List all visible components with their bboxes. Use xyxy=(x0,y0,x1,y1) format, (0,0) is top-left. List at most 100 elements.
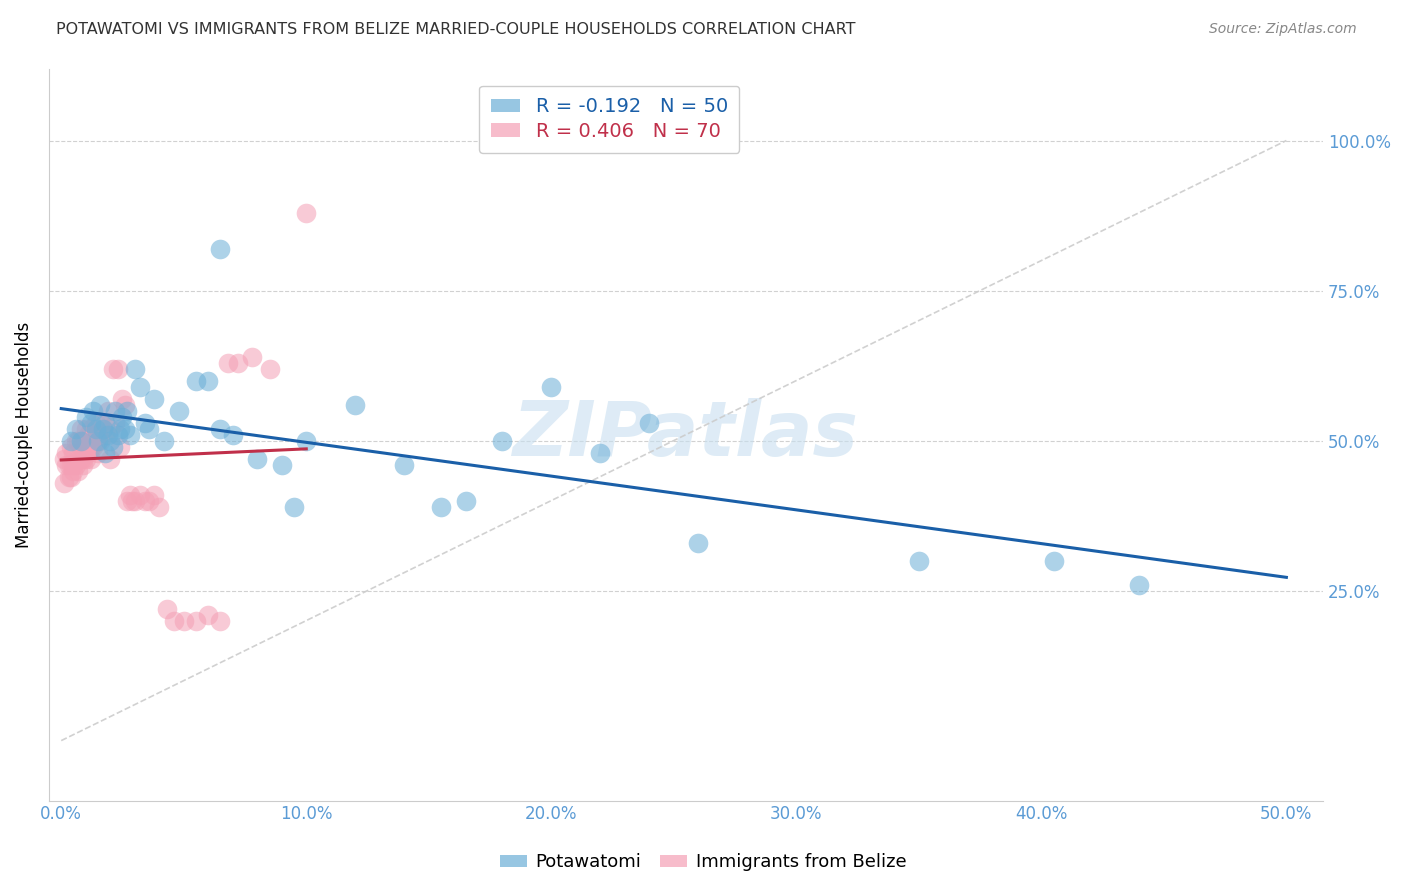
Point xyxy=(75,451,97,466)
Point xyxy=(82,427,104,442)
Point xyxy=(121,493,143,508)
Point xyxy=(89,416,111,430)
Point xyxy=(295,434,318,448)
Point xyxy=(91,421,114,435)
Point xyxy=(148,500,170,514)
Legend: Potawatomi, Immigrants from Belize: Potawatomi, Immigrants from Belize xyxy=(492,847,914,879)
Point xyxy=(138,421,160,435)
Point xyxy=(65,458,87,472)
Point xyxy=(72,434,94,448)
Point xyxy=(77,445,100,459)
Point xyxy=(209,421,232,435)
Point xyxy=(94,445,117,459)
Text: Source: ZipAtlas.com: Source: ZipAtlas.com xyxy=(1209,22,1357,37)
Point xyxy=(77,427,100,442)
Point xyxy=(60,434,83,448)
Point xyxy=(394,458,416,472)
Point xyxy=(101,440,124,454)
Point xyxy=(94,427,117,442)
Point xyxy=(226,355,249,369)
Point xyxy=(91,421,114,435)
Point xyxy=(134,416,156,430)
Point xyxy=(114,421,136,435)
Point xyxy=(128,379,150,393)
Point xyxy=(98,451,121,466)
Point xyxy=(217,355,239,369)
Point xyxy=(52,475,75,490)
Point xyxy=(124,493,146,508)
Point xyxy=(688,535,710,549)
Point xyxy=(138,493,160,508)
Point xyxy=(58,458,80,472)
Point xyxy=(1128,577,1150,591)
Point xyxy=(72,451,94,466)
Point xyxy=(184,614,207,628)
Point xyxy=(69,440,91,454)
Point xyxy=(1042,553,1064,567)
Point xyxy=(98,434,121,448)
Point xyxy=(79,440,101,454)
Point xyxy=(209,242,232,256)
Point xyxy=(153,434,176,448)
Point xyxy=(107,361,129,376)
Point xyxy=(270,458,292,472)
Text: ZIPatlas: ZIPatlas xyxy=(513,398,859,472)
Point xyxy=(638,416,661,430)
Point xyxy=(75,434,97,448)
Point xyxy=(55,458,77,472)
Point xyxy=(118,487,141,501)
Point xyxy=(167,403,190,417)
Point xyxy=(163,614,186,628)
Point xyxy=(101,361,124,376)
Point xyxy=(69,421,91,435)
Point xyxy=(94,416,117,430)
Point xyxy=(259,361,281,376)
Point xyxy=(60,458,83,472)
Point xyxy=(82,403,104,417)
Point xyxy=(155,601,177,615)
Point xyxy=(82,440,104,454)
Point xyxy=(72,458,94,472)
Point xyxy=(79,451,101,466)
Point xyxy=(246,451,269,466)
Point xyxy=(62,464,84,478)
Point xyxy=(295,205,318,219)
Point xyxy=(143,487,166,501)
Point xyxy=(97,403,120,417)
Point xyxy=(454,493,477,508)
Point xyxy=(84,434,107,448)
Point xyxy=(69,451,91,466)
Point xyxy=(540,379,562,393)
Point xyxy=(222,427,245,442)
Point xyxy=(84,416,107,430)
Point xyxy=(87,445,110,459)
Point xyxy=(89,434,111,448)
Point xyxy=(114,398,136,412)
Point xyxy=(128,487,150,501)
Point xyxy=(87,427,110,442)
Point xyxy=(173,614,195,628)
Legend: R = -0.192   N = 50, R = 0.406   N = 70: R = -0.192 N = 50, R = 0.406 N = 70 xyxy=(479,86,740,153)
Point xyxy=(104,403,127,417)
Point xyxy=(79,421,101,435)
Point xyxy=(491,434,513,448)
Point xyxy=(117,403,139,417)
Point xyxy=(430,500,453,514)
Point xyxy=(108,440,131,454)
Point xyxy=(97,427,120,442)
Point xyxy=(52,451,75,466)
Point xyxy=(98,421,121,435)
Point xyxy=(62,458,84,472)
Point xyxy=(124,361,146,376)
Point xyxy=(67,464,90,478)
Point xyxy=(60,440,83,454)
Point xyxy=(197,607,219,622)
Point xyxy=(108,421,131,435)
Point xyxy=(908,553,931,567)
Point xyxy=(60,469,83,483)
Point xyxy=(197,374,219,388)
Point xyxy=(107,427,129,442)
Point xyxy=(89,398,111,412)
Point xyxy=(69,434,91,448)
Point xyxy=(62,445,84,459)
